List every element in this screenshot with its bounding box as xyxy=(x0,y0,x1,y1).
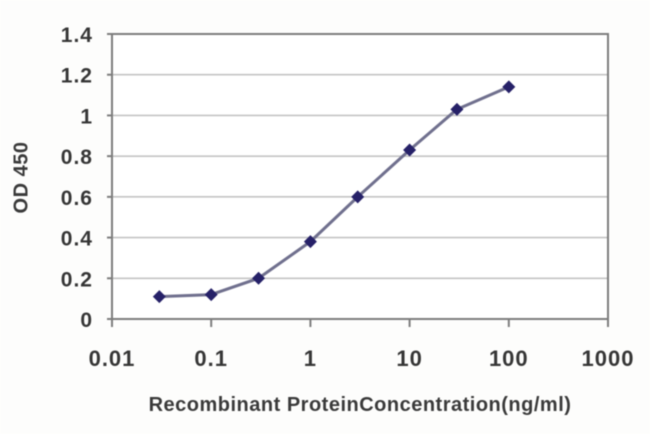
data-point-marker xyxy=(204,288,218,302)
x-tick-label: 10 xyxy=(396,346,422,371)
y-tick-label: 0.4 xyxy=(61,228,93,251)
x-tick-label: 1000 xyxy=(582,346,635,371)
y-tick-label: 0.2 xyxy=(61,268,93,291)
plot-area xyxy=(112,34,608,319)
y-axis-title: OD 450 xyxy=(10,141,33,214)
data-point-marker xyxy=(303,235,317,249)
x-tick-label: 0.01 xyxy=(89,346,136,371)
data-point-marker xyxy=(403,143,417,157)
data-point-marker xyxy=(351,190,365,204)
y-tick-label: 1.2 xyxy=(61,65,93,88)
data-point-marker xyxy=(152,290,166,304)
y-tick-label: 0.8 xyxy=(61,146,93,169)
x-tick-label: 100 xyxy=(489,346,529,371)
data-point-marker xyxy=(502,80,516,94)
series-line xyxy=(157,85,511,299)
y-tick-label: 0 xyxy=(80,309,93,332)
x-tick-label: 0.1 xyxy=(194,346,228,371)
data-point-marker xyxy=(450,102,464,116)
y-tick-label: 1.4 xyxy=(61,24,93,47)
x-tick-label: 1 xyxy=(304,346,317,371)
data-point-marker xyxy=(252,271,266,285)
x-axis-title: Recombinant ProteinConcentration(ng/ml) xyxy=(148,394,572,416)
y-tick-label: 0.6 xyxy=(61,187,93,210)
y-tick-label: 1 xyxy=(80,105,93,128)
plot-border xyxy=(111,33,609,320)
